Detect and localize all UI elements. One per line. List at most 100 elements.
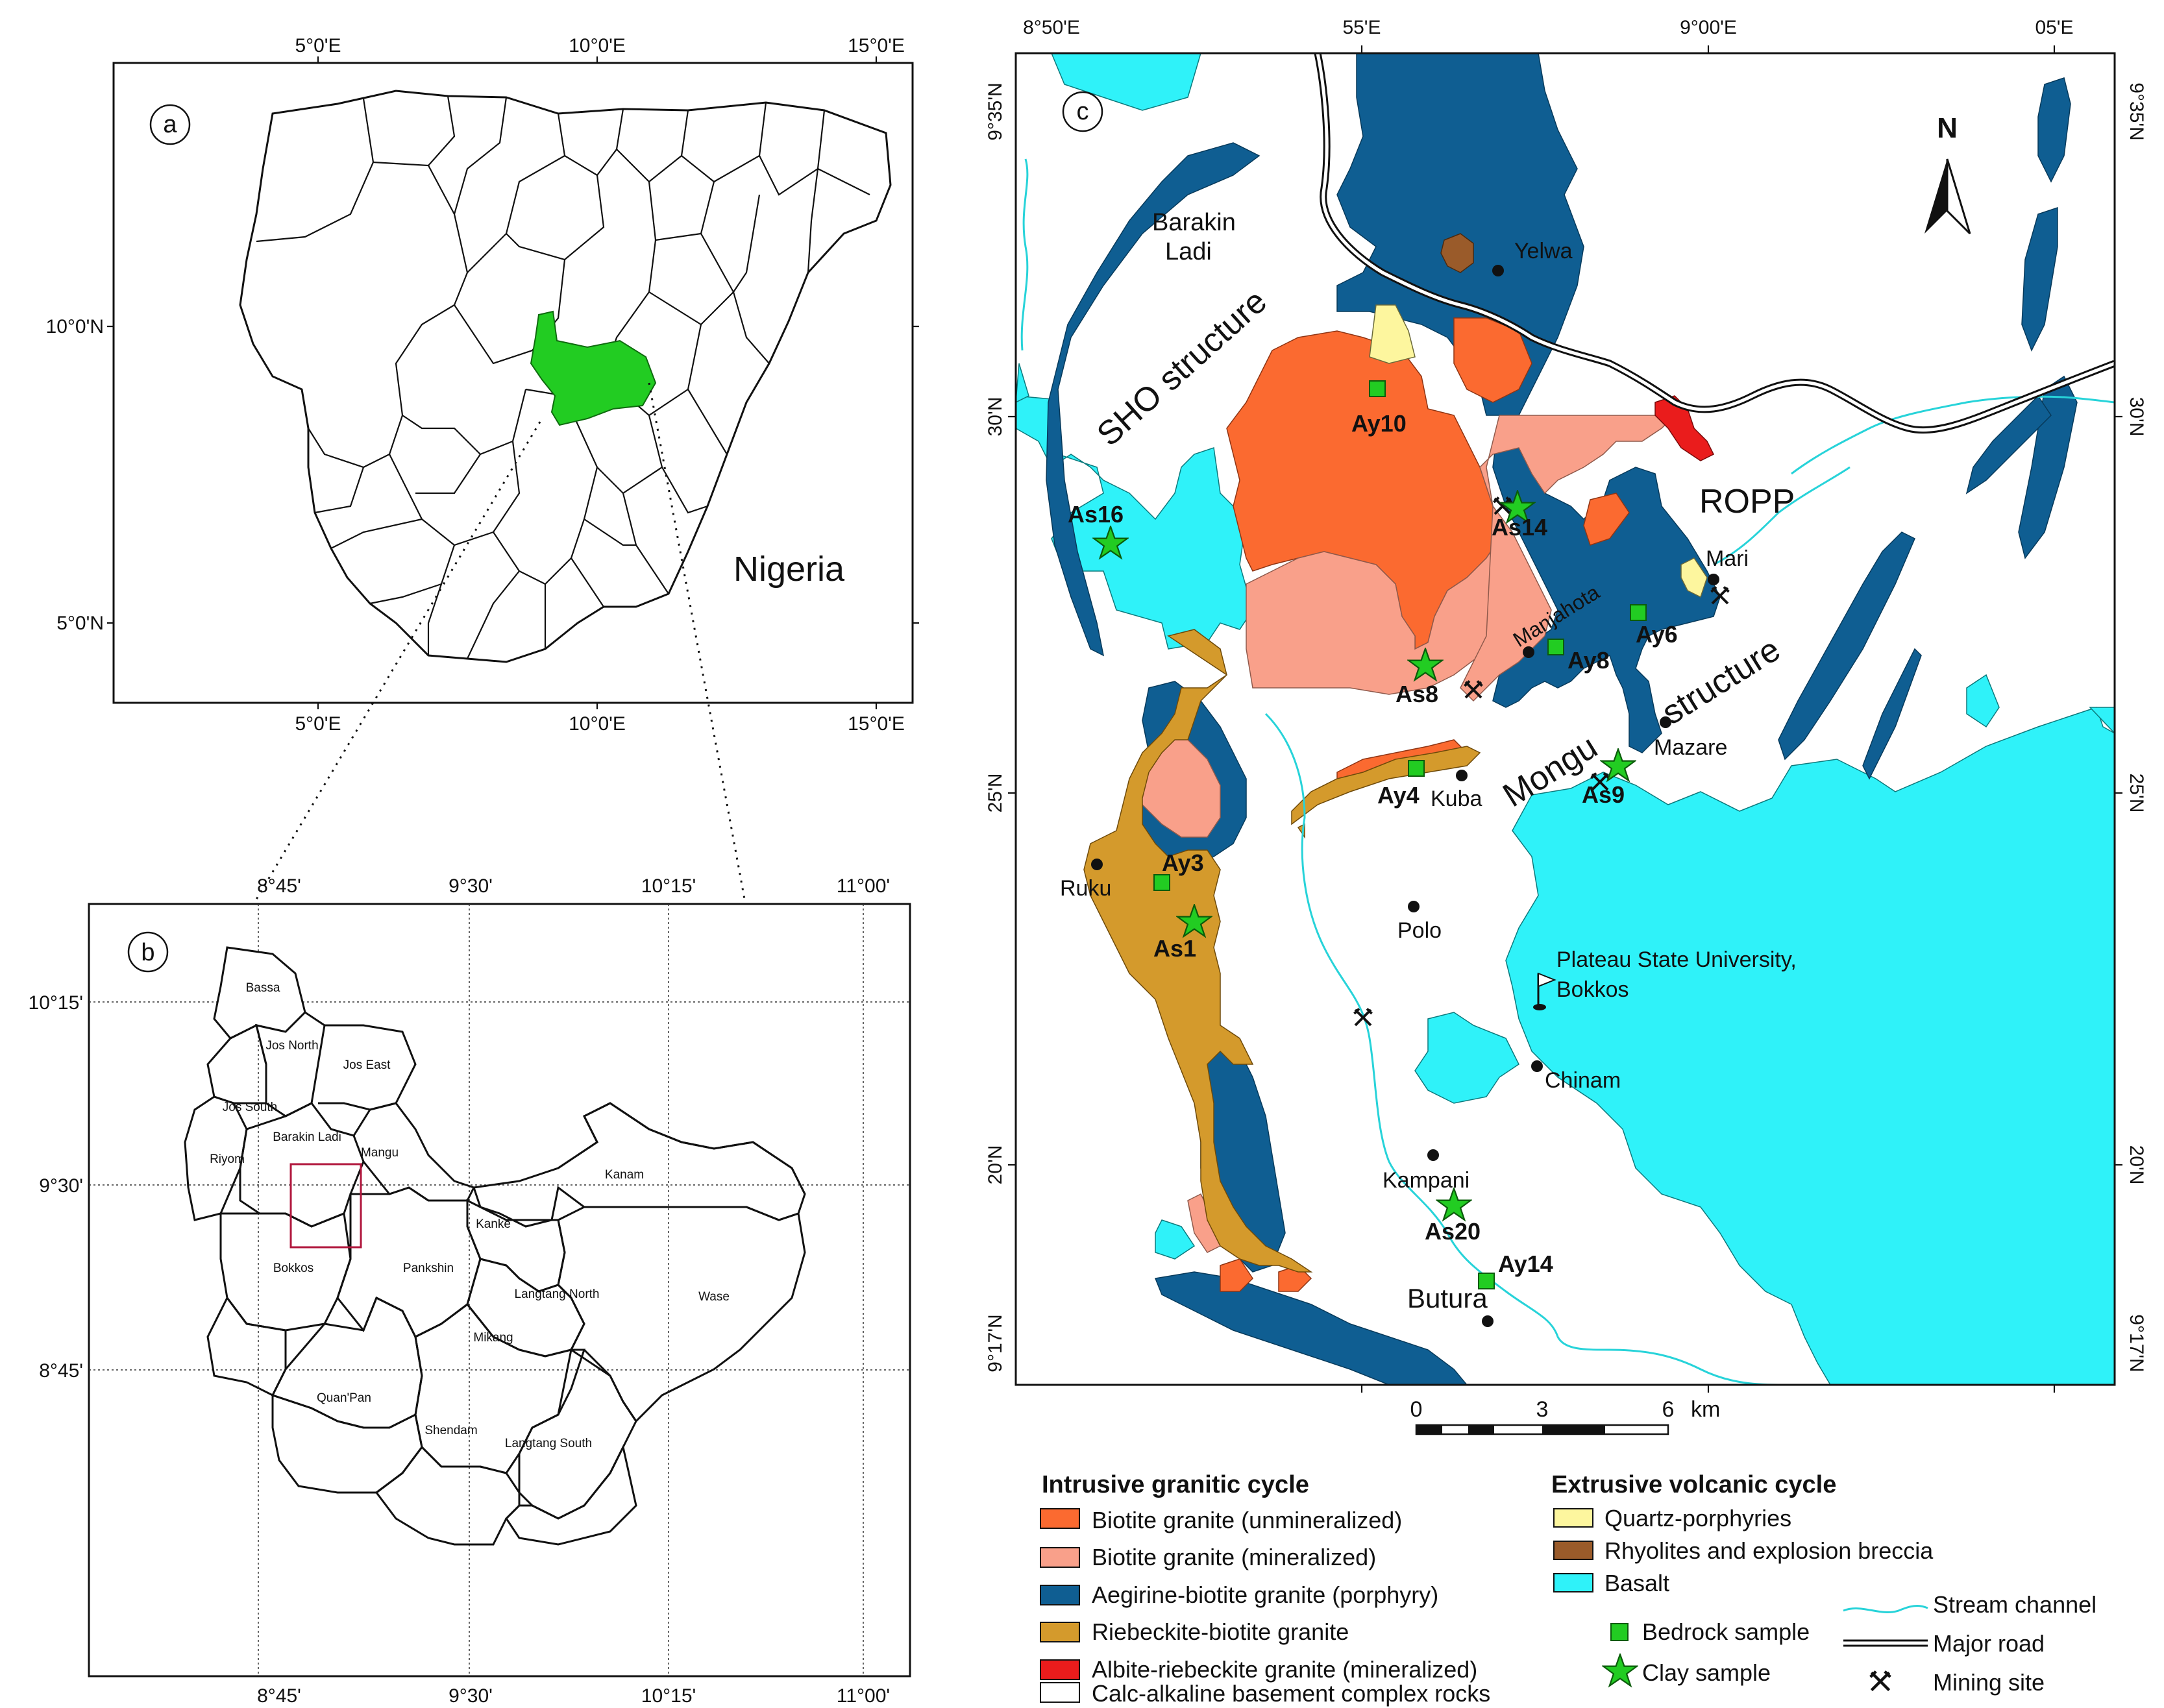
b-lon-tick-top-2: 9°30' [449, 875, 493, 897]
panel-c-ticks [1008, 45, 2122, 1393]
lga-kanke: Kanke [476, 1217, 511, 1231]
major-road [1314, 53, 2115, 434]
place-ruku: Ruku [1060, 876, 1111, 901]
legend-rhyolites: Rhyolites and explosion breccia [1605, 1537, 1934, 1564]
legend-basement-complex: Calc-alkaline basement complex rocks [1092, 1680, 1490, 1707]
country-label: Nigeria [733, 550, 845, 589]
b-lat-tick-2: 9°30' [39, 1175, 83, 1197]
panel-c-letter: c [1077, 98, 1089, 125]
lga-riyom: Riyom [210, 1153, 245, 1166]
b-lon-tick-bottom-4: 11°00' [837, 1685, 890, 1707]
place-butura: Butura [1407, 1283, 1488, 1313]
scale-bar: 0 3 6 km [1410, 1397, 1720, 1435]
c-lat-tick-left-3: 25'N [985, 774, 1006, 813]
scale-tick-6: 6 [1662, 1397, 1675, 1422]
c-lon-tick-1: 8°50'E [1023, 17, 1080, 38]
legend-quartz-porphyries: Quartz-porphyries [1605, 1505, 1791, 1531]
basalt-units [1016, 53, 2115, 1385]
legend-mining-site: Mining site [1933, 1669, 2045, 1696]
panel-c-geology-layers [1016, 53, 2115, 1385]
panel-a-letter-circle [149, 104, 191, 145]
bedrock-ay6: Ay6 [1636, 621, 1678, 648]
legend: Intrusive granitic cycle Biotite granite… [1040, 1471, 2096, 1707]
stream-channels [1020, 158, 2115, 1385]
state-boundaries [256, 95, 870, 659]
bedrock-ay3: Ay3 [1162, 849, 1204, 876]
place-barakin-ladi-1: Barakin [1152, 209, 1236, 236]
legend-extrusive-title: Extrusive volcanic cycle [1551, 1471, 1836, 1498]
a-lat-tick-2: 5°0'N [56, 613, 104, 634]
lga-langtang-north: Langtang North [515, 1287, 600, 1301]
b-lon-tick-bottom-3: 10°15' [641, 1685, 696, 1707]
place-psu-line2: Bokkos [1556, 977, 1629, 1002]
legend-biotite-mineralized: Biotite granite (mineralized) [1092, 1544, 1376, 1570]
legend-swatch-quartz [1553, 1508, 1593, 1528]
lga-bokkos: Bokkos [273, 1262, 314, 1275]
a-lon-tick-top-3: 15°0'E [848, 35, 905, 56]
b-lon-tick-bottom-1: 8°45' [257, 1685, 301, 1707]
clay-as8: As8 [1396, 681, 1438, 707]
a-lon-tick-bottom-2: 10°0'E [569, 713, 626, 735]
clay-sample-labels: As16 As14 As8 As9 As1 As20 [1068, 501, 1625, 1245]
place-barakin-ladi-2: Ladi [1165, 238, 1212, 265]
b-lon-tick-top-4: 11°00' [837, 875, 890, 897]
c-lat-tick-right-1: 9°35'N [2126, 82, 2147, 140]
legend-swatch-basalt [1553, 1573, 1593, 1592]
legend-bedrock-icon [1610, 1623, 1629, 1641]
clay-as1: As1 [1153, 935, 1196, 962]
c-lon-tick-2: 55'E [1342, 17, 1381, 38]
lga-bassa: Bassa [246, 981, 280, 995]
place-kuba: Kuba [1431, 787, 1482, 811]
aegirine-biotite-granite-units [1046, 53, 2078, 1385]
bedrock-sample-labels: Ay10 Ay6 Ay8 Ay4 Ay3 Ay14 [1162, 410, 1678, 1277]
plateau-state-highlight [530, 310, 657, 426]
lga-mikang: Mikang [473, 1331, 513, 1345]
c-lon-tick-3: 9°00'E [1680, 17, 1737, 38]
place-psu-line1: Plateau State University, [1556, 947, 1797, 972]
b-lon-tick-top-1: 8°45' [257, 875, 301, 897]
bedrock-ay10: Ay10 [1351, 410, 1407, 437]
town-dots [1091, 265, 1719, 1327]
panel-a-nigeria-map: a Nigeria 5°0'E 10°0'E 15°0'E 5°0'E 10°0… [46, 35, 919, 735]
panel-c-letter-circle [1062, 91, 1103, 132]
lga-langtang-south: Langtang South [505, 1437, 592, 1450]
panel-b-letter-circle [127, 931, 169, 973]
rhyolite-unit [1440, 233, 1474, 273]
legend-intrusive-title: Intrusive granitic cycle [1042, 1471, 1309, 1498]
lga-barakin-ladi: Barakin Ladi [273, 1130, 341, 1144]
panel-a-letter: a [163, 111, 177, 138]
place-polo: Polo [1397, 918, 1442, 943]
legend-swatch-rhyolite [1553, 1541, 1593, 1560]
a-lon-tick-bottom-3: 15°0'E [848, 713, 905, 735]
scale-tick-3: 3 [1536, 1397, 1549, 1422]
scale-tick-0: 0 [1410, 1397, 1423, 1422]
clay-as16: As16 [1068, 501, 1124, 528]
c-lat-tick-left-4: 20'N [985, 1145, 1006, 1185]
panel-c-geology-map: c 8°50'E 55'E 9°00'E 05'E 9°35'N 30'N 25… [985, 17, 2147, 1435]
legend-clay-icon [1602, 1653, 1638, 1687]
c-lat-tick-right-2: 30'N [2126, 397, 2147, 437]
north-label: N [1937, 112, 1958, 144]
bedrock-ay4: Ay4 [1377, 782, 1420, 809]
legend-stream-icon [1843, 1605, 1928, 1613]
legend-major-road: Major road [1933, 1630, 2045, 1657]
lga-jos-south: Jos South [223, 1101, 278, 1114]
c-lat-tick-right-4: 20'N [2126, 1145, 2147, 1185]
c-lat-tick-left-2: 30'N [985, 397, 1006, 437]
c-lat-tick-left-1: 9°35'N [985, 82, 1006, 140]
bedrock-sample-markers [1153, 380, 1647, 1289]
panel-b-letter: b [141, 939, 154, 966]
lga-wase: Wase [698, 1290, 730, 1304]
lga-boundaries [184, 946, 806, 1546]
lga-jos-east: Jos East [343, 1058, 391, 1072]
c-lon-tick-4: 05'E [2035, 17, 2073, 38]
lga-mangu: Mangu [361, 1146, 399, 1160]
a-lat-tick-1: 10°0'N [46, 316, 104, 337]
place-kampani: Kampani [1383, 1168, 1469, 1193]
clay-as20: As20 [1425, 1218, 1481, 1245]
scale-unit: km [1691, 1397, 1720, 1422]
lga-shendam: Shendam [424, 1424, 477, 1437]
b-lat-tick-3: 8°45' [39, 1360, 83, 1382]
clay-as14: As14 [1492, 514, 1547, 541]
c-lat-tick-left-5: 9°17'N [985, 1314, 1006, 1372]
